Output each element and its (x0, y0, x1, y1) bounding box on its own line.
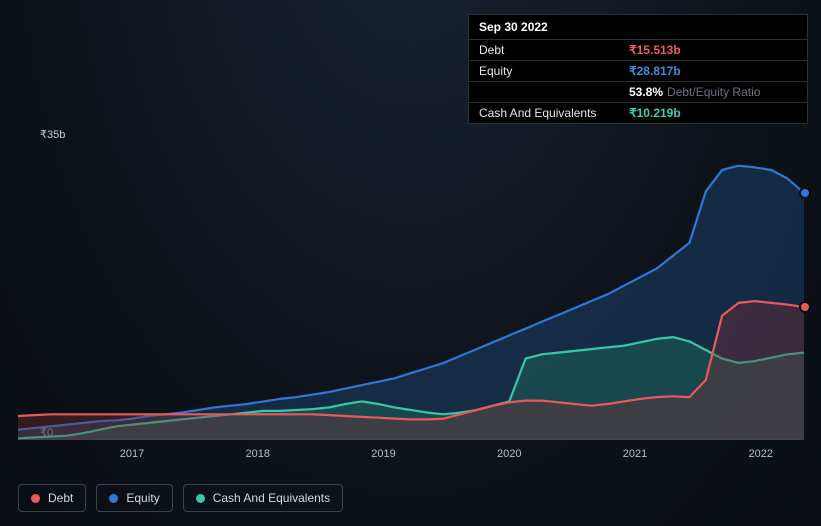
series-end-marker-equity (799, 187, 811, 199)
tooltip-value-cash: ₹10.219b (629, 107, 681, 119)
chart-legend: Debt Equity Cash And Equivalents (18, 484, 343, 512)
legend-item-debt[interactable]: Debt (18, 484, 86, 512)
legend-item-equity[interactable]: Equity (96, 484, 172, 512)
x-tick-label: 2019 (371, 448, 395, 460)
tooltip-date: Sep 30 2022 (469, 15, 807, 40)
x-tick-label: 2020 (497, 448, 521, 460)
legend-label: Cash And Equivalents (213, 491, 330, 505)
tooltip-row-debt: Debt ₹15.513b (469, 40, 807, 61)
tooltip-row-equity: Equity ₹28.817b (469, 61, 807, 82)
legend-item-cash[interactable]: Cash And Equivalents (183, 484, 343, 512)
x-tick-label: 2018 (245, 448, 269, 460)
tooltip-value-ratio: 53.8% Debt/Equity Ratio (629, 86, 760, 98)
legend-swatch-icon (31, 494, 40, 503)
chart-area[interactable] (18, 140, 804, 440)
legend-swatch-icon (196, 494, 205, 503)
legend-label: Debt (48, 491, 73, 505)
x-tick-label: 2017 (120, 448, 144, 460)
x-tick-label: 2022 (749, 448, 773, 460)
tooltip-label: Equity (479, 65, 629, 77)
chart-tooltip: Sep 30 2022 Debt ₹15.513b Equity ₹28.817… (468, 14, 808, 124)
series-end-marker-debt (799, 301, 811, 313)
tooltip-label: Cash And Equivalents (479, 107, 629, 119)
legend-label: Equity (126, 491, 159, 505)
chart-svg (18, 140, 804, 440)
tooltip-value-equity: ₹28.817b (629, 65, 681, 77)
tooltip-label: Debt (479, 44, 629, 56)
tooltip-row-cash: Cash And Equivalents ₹10.219b (469, 103, 807, 123)
x-tick-label: 2021 (623, 448, 647, 460)
tooltip-label (479, 86, 629, 98)
x-axis-ticks: 2017 2018 2019 2020 2021 2022 (18, 448, 804, 468)
tooltip-ratio-suffix: Debt/Equity Ratio (667, 85, 760, 99)
legend-swatch-icon (109, 494, 118, 503)
tooltip-ratio-number: 53.8% (629, 85, 663, 99)
tooltip-row-ratio: 53.8% Debt/Equity Ratio (469, 82, 807, 103)
tooltip-value-debt: ₹15.513b (629, 44, 681, 56)
